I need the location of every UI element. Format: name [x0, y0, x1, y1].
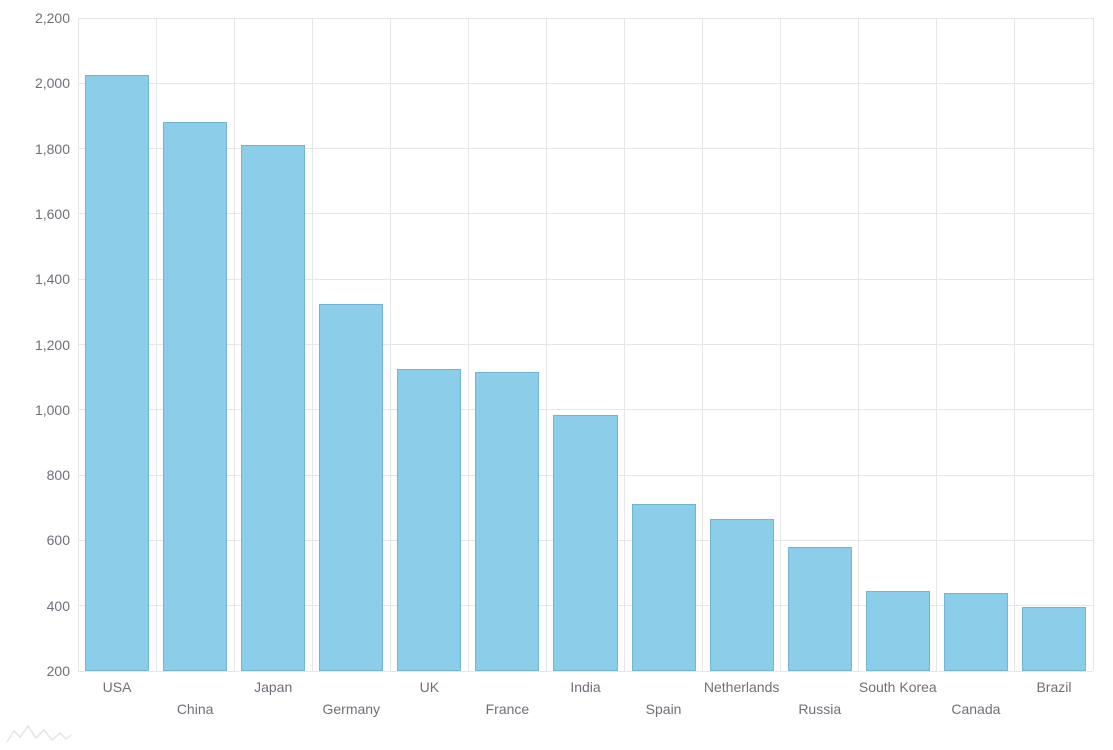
x-tick-label: Netherlands: [704, 679, 780, 695]
watermark-logo: [6, 723, 72, 744]
bar[interactable]: [944, 593, 1008, 671]
x-tick-label: Russia: [798, 701, 841, 717]
y-tick-label: 1,000: [35, 402, 70, 418]
grid-line-x: [234, 18, 235, 671]
grid-line-x: [780, 18, 781, 671]
grid-line-x: [1093, 18, 1094, 671]
x-tick-label: Canada: [951, 701, 1000, 717]
bar[interactable]: [788, 547, 852, 671]
x-tick-label: USA: [103, 679, 132, 695]
grid-line-x: [312, 18, 313, 671]
x-tick-label: France: [486, 701, 530, 717]
grid-line-y: [78, 409, 1093, 410]
y-tick-label: 1,600: [35, 206, 70, 222]
bar[interactable]: [85, 75, 149, 671]
bar[interactable]: [475, 372, 539, 671]
y-tick-label: 2,000: [35, 75, 70, 91]
grid-line-x: [390, 18, 391, 671]
y-tick-label: 200: [47, 663, 70, 679]
x-tick-label: China: [177, 701, 214, 717]
y-tick-label: 800: [47, 467, 70, 483]
bar[interactable]: [710, 519, 774, 671]
x-tick-label: Germany: [322, 701, 380, 717]
grid-line-x: [702, 18, 703, 671]
x-tick-label: South Korea: [859, 679, 937, 695]
grid-line-y: [78, 213, 1093, 214]
y-tick-label: 2,200: [35, 10, 70, 26]
grid-line-x: [468, 18, 469, 671]
y-tick-label: 600: [47, 532, 70, 548]
bar[interactable]: [163, 122, 227, 671]
grid-line-x: [624, 18, 625, 671]
grid-line-y: [78, 148, 1093, 149]
y-tick-label: 400: [47, 598, 70, 614]
y-tick-label: 1,400: [35, 271, 70, 287]
y-tick-label: 1,800: [35, 141, 70, 157]
bar[interactable]: [553, 415, 617, 671]
y-tick-label: 1,200: [35, 337, 70, 353]
bar[interactable]: [319, 304, 383, 671]
x-tick-label: UK: [420, 679, 439, 695]
grid-line-x: [78, 18, 79, 671]
bar[interactable]: [397, 369, 461, 671]
grid-line-x: [156, 18, 157, 671]
bar[interactable]: [1022, 607, 1086, 671]
grid-line-y: [78, 344, 1093, 345]
grid-line-y: [78, 18, 1093, 19]
bar-chart: 200 400 600 800 1,000 1,200 1,400 1,600 1,800 2,0…: [0, 0, 1113, 750]
grid-line-x: [546, 18, 547, 671]
x-tick-label: Japan: [254, 679, 292, 695]
grid-line-x: [858, 18, 859, 671]
bar[interactable]: [866, 591, 930, 671]
bar[interactable]: [632, 504, 696, 671]
grid-line-x: [936, 18, 937, 671]
grid-line-y: [78, 83, 1093, 84]
x-tick-label: Spain: [646, 701, 682, 717]
bar[interactable]: [241, 145, 305, 671]
x-tick-label: Brazil: [1036, 679, 1071, 695]
grid-line-x: [1014, 18, 1015, 671]
grid-line-y: [78, 279, 1093, 280]
x-tick-label: India: [570, 679, 600, 695]
